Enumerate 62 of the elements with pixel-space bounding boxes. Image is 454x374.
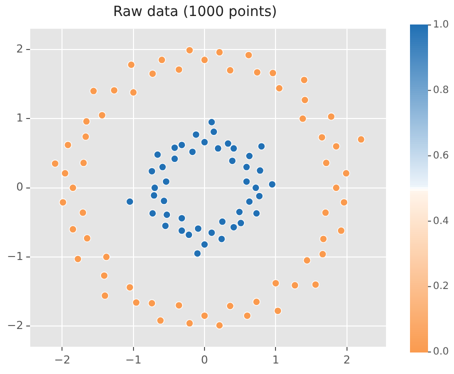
x-tick-label: 1 xyxy=(272,353,280,366)
point xyxy=(242,178,250,186)
point xyxy=(178,226,186,235)
y-tick-label: 2 xyxy=(16,42,24,56)
x-tick-label: 0 xyxy=(201,353,208,366)
point xyxy=(242,163,250,172)
y-tick-label: −1 xyxy=(6,250,24,263)
color-bar-label: 0.8 xyxy=(433,84,449,96)
color-bar-label: 0.0 xyxy=(433,346,449,358)
point xyxy=(161,222,170,230)
point xyxy=(162,178,170,186)
point xyxy=(162,210,171,219)
point xyxy=(245,198,254,206)
point xyxy=(224,140,232,148)
point xyxy=(154,150,162,159)
point xyxy=(150,184,159,192)
point xyxy=(188,148,196,156)
point xyxy=(158,163,167,172)
y-tick-label: 1 xyxy=(16,112,24,125)
point xyxy=(193,250,202,258)
point xyxy=(148,167,156,176)
point xyxy=(218,235,226,243)
color-bar-label: 0.4 xyxy=(433,216,449,227)
point xyxy=(245,152,254,160)
point xyxy=(258,142,266,150)
point xyxy=(170,144,179,152)
point xyxy=(210,128,218,136)
y-tick-label: −2 xyxy=(6,318,24,332)
point xyxy=(230,144,238,152)
point xyxy=(200,138,208,146)
color-bar-label: 1.0 xyxy=(433,20,449,31)
point xyxy=(230,223,238,232)
point xyxy=(208,228,216,237)
y-tick-label: 0 xyxy=(16,180,24,194)
point xyxy=(252,209,260,218)
point xyxy=(126,198,134,206)
point xyxy=(208,118,216,126)
point xyxy=(178,214,186,222)
point xyxy=(268,180,276,188)
point xyxy=(200,240,208,248)
point xyxy=(255,192,264,200)
point xyxy=(194,224,202,233)
point xyxy=(170,154,179,163)
x-tick-label: 2 xyxy=(343,353,350,366)
point xyxy=(218,218,226,226)
color-bar-label: 0.2 xyxy=(433,281,449,292)
point xyxy=(150,191,158,200)
point xyxy=(252,184,260,192)
point xyxy=(228,156,236,165)
point xyxy=(178,140,186,149)
point xyxy=(235,208,244,216)
chart-title: Raw data (1000 points) xyxy=(113,4,277,20)
x-tick-label: −2 xyxy=(54,353,70,366)
x-tick-label: −1 xyxy=(125,353,142,366)
point xyxy=(184,230,193,239)
point xyxy=(214,144,222,152)
point xyxy=(192,130,200,139)
point xyxy=(148,209,157,218)
color-bar-label: 0.6 xyxy=(433,150,449,162)
point xyxy=(256,166,264,174)
point xyxy=(160,196,168,205)
point xyxy=(236,219,245,228)
